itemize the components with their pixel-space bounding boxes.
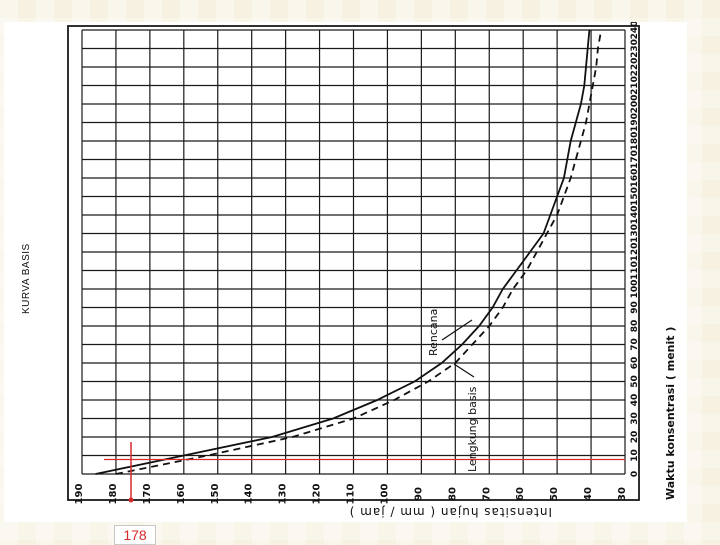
x-tick-label: 180 <box>630 132 640 151</box>
slide-panel: 190 180 170 160 150 140 130 120 110 100 90 80 70 60 50… <box>4 22 687 545</box>
reference-point <box>128 497 134 503</box>
x-tick-label: 170 <box>630 150 640 169</box>
x-tick-label: 210 <box>630 76 640 95</box>
y-tick-label: 60 <box>515 487 526 501</box>
x-tick-label: 90 <box>630 301 640 314</box>
x-tick-label: 20 <box>630 431 640 444</box>
y-tick-label: 190 <box>74 484 85 505</box>
annotation-arrow-rencana <box>441 319 473 341</box>
y-tick-label: 120 <box>312 484 323 505</box>
y-axis-label: Intensitas hujan ( mm / jam ) <box>348 505 552 519</box>
y-tick-label: 80 <box>447 487 458 501</box>
x-tick-label: 220 <box>630 58 640 77</box>
y-tick-label: 140 <box>244 484 255 505</box>
x-tick-label: 160 <box>630 169 640 188</box>
series-line-lengkung-basis <box>95 29 591 475</box>
x-tick-label: 150 <box>630 187 640 206</box>
chart: 190 180 170 160 150 140 130 120 110 100 90 80 70 60 50… <box>67 22 640 505</box>
x-tick-label: 100 <box>630 280 640 299</box>
y-tick-label: 130 <box>278 484 289 505</box>
chart-title: KURVA BASIS <box>21 243 32 314</box>
x-tick-label: 140 <box>630 206 640 225</box>
y-tick-label: 100 <box>379 484 390 505</box>
series-line-rencana <box>115 29 603 475</box>
y-tick-label: 70 <box>481 487 492 501</box>
reference-value-label: 178 <box>114 525 156 545</box>
x-tick-label: 120 <box>630 243 640 262</box>
x-tick-label: 40 <box>630 394 640 407</box>
y-tick-label: 170 <box>142 484 153 505</box>
x-tick-label: 190 <box>630 113 640 132</box>
x-tick-label: 80 <box>630 320 640 333</box>
x-tick-label: 50 <box>630 375 640 388</box>
y-tick-label: 30 <box>617 487 628 501</box>
x-tick-label: 110 <box>630 261 640 280</box>
x-tick-label: 30 <box>630 412 640 425</box>
x-tick-label: 0 <box>630 471 640 477</box>
annotation-rencana: Rencana <box>427 308 440 356</box>
x-tick-label: 200 <box>630 95 640 114</box>
y-tick-label: 90 <box>413 487 424 501</box>
plot-frame <box>67 25 640 501</box>
annotation-arrow-lengkung-basis <box>453 363 475 378</box>
x-tick-label: 230 <box>630 39 640 58</box>
y-tick-label: 150 <box>210 484 221 505</box>
x-tick-label: 130 <box>630 224 640 243</box>
y-tick-label: 40 <box>583 487 594 501</box>
annotation-lengkung-basis: Lengkung basis <box>466 386 479 472</box>
y-tick-label: 50 <box>549 487 560 501</box>
y-tick-label: 160 <box>176 484 187 505</box>
x-tick-label: 60 <box>630 357 640 370</box>
x-tick-label: 10 <box>630 449 640 462</box>
x-tick-label: 240 <box>630 22 640 39</box>
x-axis-label: Waktu konsentrasi ( menit ) <box>664 326 677 500</box>
x-tick-label: 70 <box>630 338 640 351</box>
y-tick-label: 180 <box>108 484 119 505</box>
y-tick-label: 110 <box>346 484 357 505</box>
